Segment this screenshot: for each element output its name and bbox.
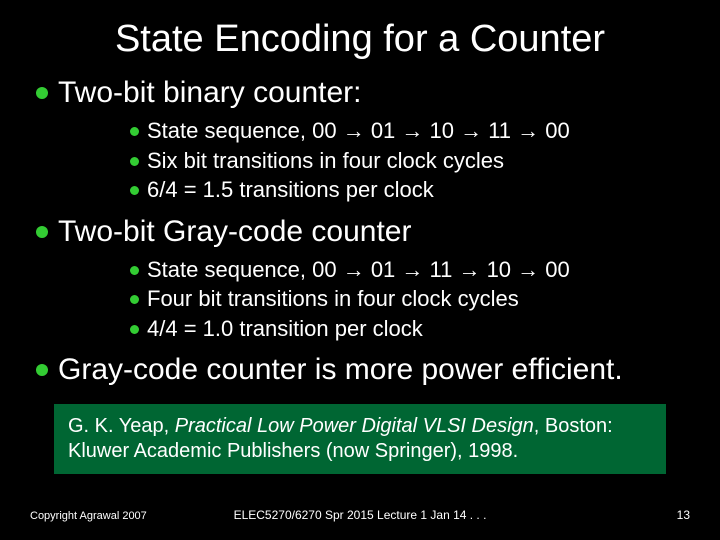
footer-page-number: 13 [677,508,690,522]
bullet-text: Six bit transitions in four clock cycles [147,147,504,175]
bullet-text: Two-bit Gray-code counter [58,214,411,250]
bullet-text: Two-bit binary counter: [58,75,361,111]
bullet-level2: Four bit transitions in four clock cycle… [130,285,690,313]
bullet-dot-icon [130,186,139,195]
bullet-text: State sequence, 00 → 01 → 11 → 10 → 00 [147,256,570,284]
bullet-dot-icon [130,127,139,136]
bullet-text: Gray-code counter is more power efficien… [58,352,623,388]
footer-course: ELEC5270/6270 Spr 2015 Lecture 1 Jan 14 … [234,508,487,522]
sub-bullet-group: State sequence, 00 → 01 → 10 → 11 → 00 S… [130,117,690,204]
bullet-level1: Two-bit binary counter: [36,75,690,111]
bullet-text: State sequence, 00 → 01 → 10 → 11 → 00 [147,117,570,145]
bullet-level2: Six bit transitions in four clock cycles [130,147,690,175]
bullet-level1: Gray-code counter is more power efficien… [36,352,690,388]
bullet-level2: 4/4 = 1.0 transition per clock [130,315,690,343]
sub-bullet-group: State sequence, 00 → 01 → 11 → 10 → 00 F… [130,256,690,343]
bullet-level2: State sequence, 00 → 01 → 11 → 10 → 00 [130,256,690,284]
bullet-text: 6/4 = 1.5 transitions per clock [147,176,434,204]
bullet-dot-icon [36,364,48,376]
bullet-dot-icon [130,325,139,334]
bullet-dot-icon [36,87,48,99]
slide: State Encoding for a Counter Two-bit bin… [0,0,720,540]
slide-title: State Encoding for a Counter [30,18,690,61]
reference-author: G. K. Yeap, [68,415,175,437]
bullet-text: 4/4 = 1.0 transition per clock [147,315,423,343]
bullet-level2: 6/4 = 1.5 transitions per clock [130,176,690,204]
slide-footer: Copyright Agrawal 2007 ELEC5270/6270 Spr… [30,508,690,522]
bullet-level2: State sequence, 00 → 01 → 10 → 11 → 00 [130,117,690,145]
bullet-level1: Two-bit Gray-code counter [36,214,690,250]
bullet-dot-icon [130,266,139,275]
footer-copyright: Copyright Agrawal 2007 [30,510,147,522]
bullet-dot-icon [36,226,48,238]
bullet-text: Four bit transitions in four clock cycle… [147,285,519,313]
reference-title: Practical Low Power Digital VLSI Design [175,415,534,437]
reference-box: G. K. Yeap, Practical Low Power Digital … [54,404,666,474]
bullet-dot-icon [130,295,139,304]
bullet-dot-icon [130,157,139,166]
